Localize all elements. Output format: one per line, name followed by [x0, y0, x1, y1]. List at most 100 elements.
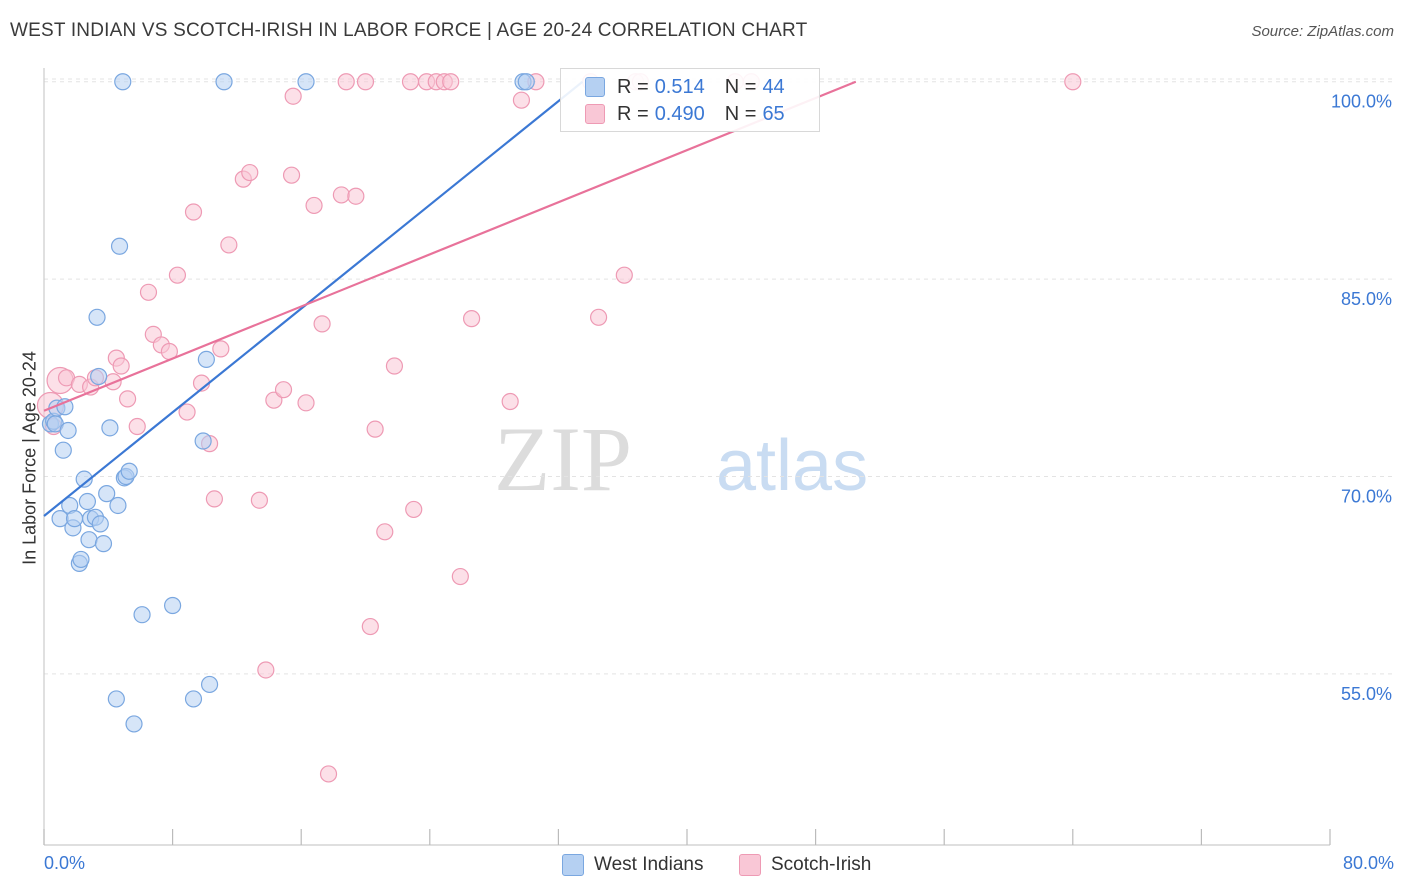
data-point-west-indians [54, 441, 72, 459]
data-point-scotch-irish [462, 310, 481, 328]
data-point-scotch-irish [501, 392, 519, 411]
data-point-west-indians [120, 462, 138, 480]
data-point-west-indians [517, 73, 535, 91]
axes [43, 68, 1331, 846]
data-point-west-indians [78, 492, 97, 511]
trend-lines [43, 80, 857, 517]
data-point-scotch-irish [376, 523, 394, 541]
legend-r-label: R = [617, 102, 649, 125]
y-axis-label: In Labor Force | Age 20-24 [19, 351, 40, 565]
data-point-scotch-irish [178, 403, 196, 421]
legend-n-label: N = [724, 75, 757, 98]
data-point-scotch-irish [118, 390, 137, 408]
data-point-west-indians [110, 237, 129, 255]
data-point-scotch-irish [168, 266, 187, 284]
data-point-west-indians [197, 350, 215, 369]
data-point-west-indians [215, 73, 233, 91]
data-point-scotch-irish [297, 394, 315, 412]
data-point-west-indians [133, 606, 151, 624]
data-point-scotch-irish [512, 91, 531, 109]
data-point-scotch-irish [257, 661, 275, 679]
data-point-scotch-irish [305, 196, 323, 215]
data-point-scotch-irish [139, 283, 158, 301]
data-point-scotch-irish [212, 340, 230, 358]
legend-swatch-blue [585, 77, 605, 97]
data-point-scotch-irish [241, 163, 259, 182]
data-point-scotch-irish [205, 490, 223, 508]
bottom-legend-swatch-blue [562, 854, 584, 876]
data-point-scotch-irish [313, 315, 331, 333]
data-point-scotch-irish [1064, 73, 1082, 91]
data-point-scotch-irish [615, 266, 633, 284]
y-tick-label: 70.0% [1341, 487, 1392, 507]
legend-r-value: 0.514 [654, 75, 705, 98]
data-point-scotch-irish [589, 308, 608, 326]
legend-r-label: R = [617, 75, 649, 98]
legend-row-scotch-irish: R = 0.490 N = 65 [585, 102, 785, 126]
data-point-west-indians [200, 675, 219, 694]
data-point-west-indians [59, 421, 77, 440]
watermark: ZIP atlas [494, 408, 868, 510]
data-point-scotch-irish [220, 236, 238, 254]
bottom-legend-west-indians: West Indians [562, 852, 703, 878]
watermark-zip: ZIP [494, 408, 632, 510]
data-point-scotch-irish [284, 87, 302, 105]
data-point-west-indians [91, 515, 109, 533]
data-point-scotch-irish [401, 73, 420, 91]
data-point-scotch-irish [274, 381, 293, 399]
data-point-scotch-irish [356, 73, 375, 91]
data-point-west-indians [65, 510, 84, 528]
legend-n-value: 44 [762, 75, 785, 98]
data-point-west-indians [72, 550, 90, 569]
data-point-scotch-irish [347, 187, 365, 205]
chart-title: WEST INDIAN VS SCOTCH-IRISH IN LABOR FOR… [10, 20, 808, 41]
y-tick-label: 55.0% [1341, 684, 1392, 704]
y-tick-label: 85.0% [1341, 289, 1392, 309]
data-point-west-indians [94, 535, 113, 553]
data-point-scotch-irish [332, 186, 350, 204]
data-point-scotch-irish [128, 417, 146, 436]
bottom-legend-label-blue: West Indians [594, 854, 704, 875]
data-point-scotch-irish [451, 567, 469, 586]
data-point-west-indians [75, 470, 93, 488]
data-point-west-indians [90, 367, 108, 386]
data-point-scotch-irish [184, 203, 203, 221]
bottom-legend-swatch-pink [739, 854, 761, 876]
legend-r-value: 0.490 [654, 102, 705, 125]
tick-labels: 55.0% 70.0% 85.0% 100.0% 0.0% 80.0% [44, 92, 1394, 873]
data-point-scotch-irish [265, 391, 283, 409]
legend-n-value: 65 [762, 102, 785, 125]
data-point-scotch-irish [405, 500, 423, 519]
bottom-legend-scotch-irish: Scotch-Irish [739, 852, 871, 878]
data-point-west-indians [80, 531, 98, 549]
data-point-scotch-irish [442, 73, 460, 91]
data-point-scotch-irish [250, 491, 269, 509]
legend-row-west-indians: R = 0.514 N = 44 [585, 75, 785, 99]
bottom-legend-label-pink: Scotch-Irish [771, 854, 872, 875]
trend-line-west-indians [43, 80, 584, 517]
legend-n-label: N = [724, 102, 757, 125]
y-tick-label: 100.0% [1331, 92, 1392, 112]
data-point-scotch-irish [112, 357, 130, 375]
watermark-atlas: atlas [716, 426, 868, 506]
data-points [36, 73, 1082, 783]
legend-swatch-pink [585, 104, 605, 124]
x-tick-label-min: 0.0% [44, 853, 85, 873]
data-point-scotch-irish [282, 166, 301, 184]
correlation-legend: R = 0.514 N = 44 R = 0.490 N = 65 [560, 68, 820, 132]
data-point-west-indians [164, 596, 182, 615]
data-point-scotch-irish [337, 73, 355, 91]
data-point-scotch-irish [385, 357, 404, 375]
data-point-west-indians [297, 73, 315, 91]
x-tick-label-max: 80.0% [1343, 853, 1394, 873]
data-point-west-indians [107, 690, 125, 708]
data-point-scotch-irish [366, 420, 384, 438]
source-credit: Source: ZipAtlas.com [1251, 23, 1394, 40]
data-point-west-indians [88, 308, 106, 326]
trend-line-scotch-irish [43, 80, 857, 412]
data-point-scotch-irish [319, 765, 338, 783]
data-point-west-indians [114, 73, 132, 91]
data-point-west-indians [184, 690, 203, 708]
data-point-west-indians [101, 419, 119, 437]
